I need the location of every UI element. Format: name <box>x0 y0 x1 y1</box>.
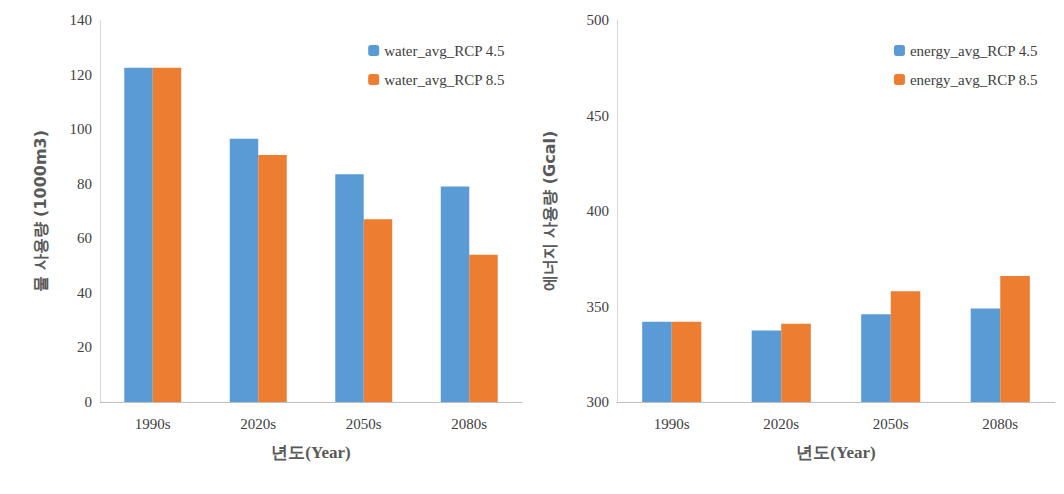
svg-text:2050s: 2050s <box>873 416 909 432</box>
svg-text:120: 120 <box>70 67 93 83</box>
svg-text:40: 40 <box>77 285 92 301</box>
svg-text:2020s: 2020s <box>763 416 799 432</box>
svg-text:300: 300 <box>587 394 610 410</box>
svg-text:energy_avg_RCP 4.5: energy_avg_RCP 4.5 <box>910 43 1038 59</box>
svg-text:500: 500 <box>587 12 610 28</box>
svg-text:60: 60 <box>77 230 92 246</box>
svg-text:350: 350 <box>587 299 610 315</box>
svg-text:2080s: 2080s <box>451 416 487 432</box>
svg-text:에너지 사용량 (Gcal): 에너지 사용량 (Gcal) <box>540 131 559 292</box>
svg-text:년도(Year): 년도(Year) <box>271 443 350 462</box>
svg-text:energy_avg_RCP 8.5: energy_avg_RCP 8.5 <box>910 72 1038 88</box>
svg-text:100: 100 <box>70 121 93 137</box>
svg-text:80: 80 <box>77 176 92 192</box>
svg-text:물 사용량 (1000m3): 물 사용량 (1000m3) <box>31 130 50 292</box>
svg-text:400: 400 <box>587 203 610 219</box>
svg-text:년도(Year): 년도(Year) <box>796 443 875 462</box>
svg-text:water_avg_RCP 4.5: water_avg_RCP 4.5 <box>384 43 504 59</box>
svg-text:140: 140 <box>70 12 93 28</box>
svg-text:2050s: 2050s <box>346 416 382 432</box>
svg-text:1990s: 1990s <box>135 416 171 432</box>
svg-text:1990s: 1990s <box>654 416 690 432</box>
svg-text:0: 0 <box>85 394 93 410</box>
svg-text:450: 450 <box>587 108 610 124</box>
svg-text:2020s: 2020s <box>240 416 276 432</box>
svg-text:2080s: 2080s <box>982 416 1018 432</box>
svg-text:water_avg_RCP 8.5: water_avg_RCP 8.5 <box>384 72 504 88</box>
svg-text:20: 20 <box>77 339 92 355</box>
